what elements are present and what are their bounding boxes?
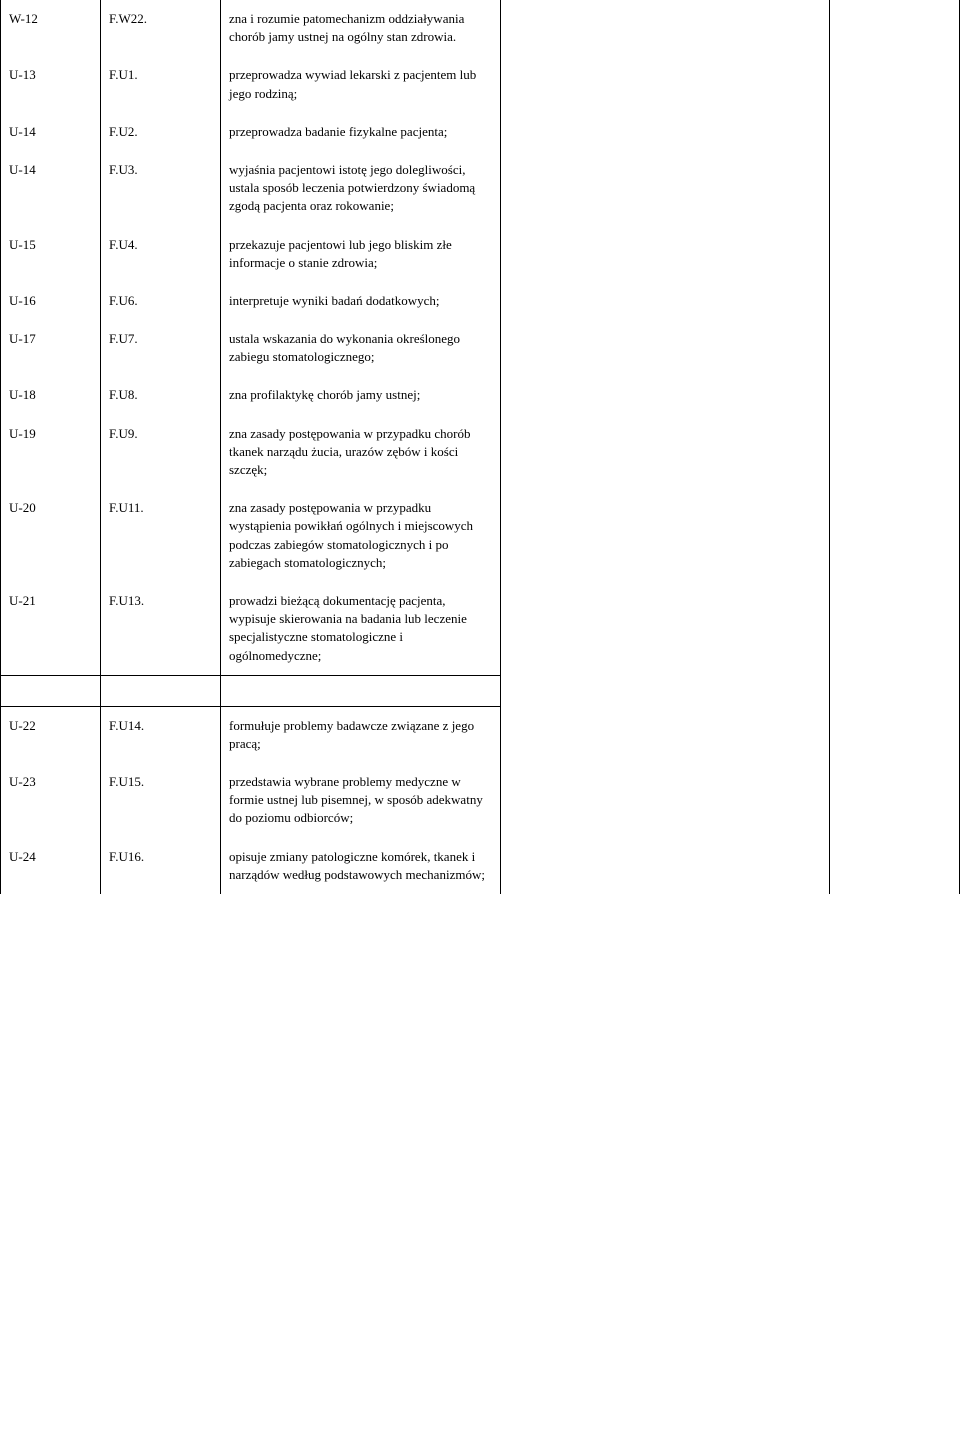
cell-description: zna profilaktykę chorób jamy ustnej;	[221, 376, 501, 414]
cell-blank	[101, 675, 221, 706]
cell-code: U-16	[1, 282, 101, 320]
cell-description: opisuje zmiany patologiczne komórek, tka…	[221, 838, 501, 894]
cell-ref: F.U9.	[101, 415, 221, 490]
cell-description: prowadzi bieżącą dokumentację pacjenta, …	[221, 582, 501, 675]
cell-description: zna zasady postępowania w przypadku wyst…	[221, 489, 501, 582]
cell-blank	[221, 675, 501, 706]
cell-ref: F.U2.	[101, 113, 221, 151]
document-page: W-12F.W22.zna i rozumie patomechanizm od…	[0, 0, 960, 894]
cell-description: wyjaśnia pacjentowi istotę jego dolegliw…	[221, 151, 501, 226]
cell-code: U-14	[1, 113, 101, 151]
cell-ref: F.U6.	[101, 282, 221, 320]
cell-ref: F.U7.	[101, 320, 221, 376]
cell-ref: F.U15.	[101, 763, 221, 838]
cell-code: U-21	[1, 582, 101, 675]
cell-code: U-15	[1, 226, 101, 282]
cell-description: ustala wskazania do wykonania określoneg…	[221, 320, 501, 376]
cell-code: W-12	[1, 0, 101, 56]
cell-description: formułuje problemy badawcze związane z j…	[221, 706, 501, 763]
cell-code: U-13	[1, 56, 101, 112]
cell-code: U-18	[1, 376, 101, 414]
outcomes-table: W-12F.W22.zna i rozumie patomechanizm od…	[0, 0, 960, 894]
cell-description: zna zasady postępowania w przypadku chor…	[221, 415, 501, 490]
cell-code: U-24	[1, 838, 101, 894]
cell-ref: F.U8.	[101, 376, 221, 414]
cell-ref: F.U13.	[101, 582, 221, 675]
cell-ref: F.U14.	[101, 706, 221, 763]
cell-code: U-20	[1, 489, 101, 582]
cell-ref: F.U4.	[101, 226, 221, 282]
cell-code: U-19	[1, 415, 101, 490]
table-row: W-12F.W22.zna i rozumie patomechanizm od…	[1, 0, 960, 56]
cell-code: U-23	[1, 763, 101, 838]
cell-description: zna i rozumie patomechanizm oddziaływani…	[221, 0, 501, 56]
cell-code: U-17	[1, 320, 101, 376]
cell-description: przeprowadza wywiad lekarski z pacjentem…	[221, 56, 501, 112]
cell-ref: F.W22.	[101, 0, 221, 56]
cell-blank	[830, 0, 960, 894]
cell-blank	[501, 0, 830, 894]
cell-description: przedstawia wybrane problemy medyczne w …	[221, 763, 501, 838]
cell-ref: F.U3.	[101, 151, 221, 226]
cell-ref: F.U16.	[101, 838, 221, 894]
cell-code: U-14	[1, 151, 101, 226]
cell-description: interpretuje wyniki badań dodatkowych;	[221, 282, 501, 320]
cell-ref: F.U1.	[101, 56, 221, 112]
cell-description: przeprowadza badanie fizykalne pacjenta;	[221, 113, 501, 151]
cell-description: przekazuje pacjentowi lub jego bliskim z…	[221, 226, 501, 282]
cell-code: U-22	[1, 706, 101, 763]
cell-blank	[1, 675, 101, 706]
cell-ref: F.U11.	[101, 489, 221, 582]
